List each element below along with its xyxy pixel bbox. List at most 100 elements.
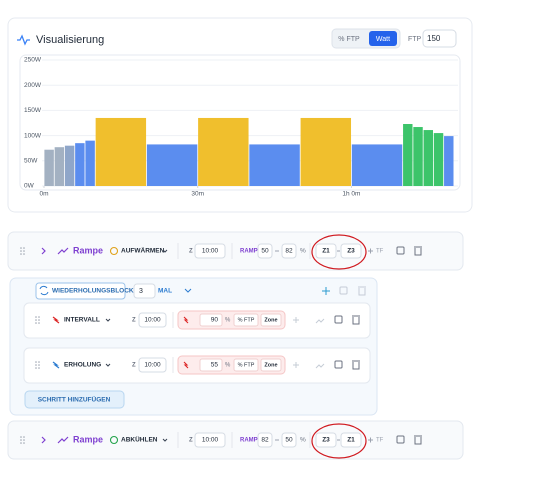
dropdown-icon[interactable]	[105, 318, 111, 322]
copy-icon[interactable]	[339, 286, 348, 295]
drag-dot	[38, 367, 40, 369]
duration-label: Z	[132, 318, 136, 324]
chart: 0W 50W 100W 150W 200W 250W 0m 30m 1h 0m	[24, 57, 458, 198]
duration-input[interactable]	[194, 432, 226, 448]
bar	[95, 117, 147, 186]
add-icon[interactable]	[293, 362, 299, 368]
bar	[198, 117, 249, 186]
power-from: 82	[261, 437, 269, 444]
repeat-count-input[interactable]	[133, 283, 156, 299]
power-input[interactable]	[199, 358, 223, 372]
ftp-input[interactable]	[422, 29, 457, 48]
add-icon[interactable]	[322, 287, 330, 295]
power-input[interactable]	[281, 243, 297, 259]
power-input[interactable]	[257, 432, 273, 448]
drag-dot	[20, 442, 22, 444]
power-input[interactable]	[281, 432, 297, 448]
zone-box[interactable]	[260, 313, 282, 327]
ramp-icon[interactable]	[315, 318, 325, 324]
power-input[interactable]	[257, 243, 273, 259]
bar	[413, 127, 423, 186]
collapse-icon[interactable]	[184, 288, 192, 293]
mode-option[interactable]: % FTP	[338, 36, 360, 43]
expand-icon[interactable]	[41, 247, 46, 255]
y-tick-label: 250W	[24, 57, 42, 64]
dropdown-icon[interactable]	[162, 249, 168, 253]
copy-icon[interactable]	[396, 246, 405, 255]
tf-label: TF	[376, 438, 384, 444]
bar	[423, 130, 434, 186]
duration: 10:00	[202, 437, 219, 444]
mode-option[interactable]: Watt	[376, 36, 390, 43]
dropdown-icon[interactable]	[105, 363, 111, 367]
add-step-button[interactable]	[24, 390, 125, 409]
power-to: 82	[285, 248, 293, 255]
power-label: RAMPE	[240, 249, 262, 255]
pulse-icon	[17, 34, 30, 46]
step-name: ABKÜHLEN	[121, 435, 158, 444]
drag-dot	[20, 247, 22, 249]
bar	[85, 140, 95, 186]
power-mode-box[interactable]	[233, 358, 259, 372]
trash-icon[interactable]	[352, 360, 360, 370]
y-tick-label: 0W	[24, 183, 35, 190]
clock-icon	[109, 435, 119, 445]
duration-label: Z	[189, 249, 193, 255]
zone-to: Z1	[347, 437, 355, 444]
x-tick-label: 0m	[39, 191, 48, 198]
drag-dot	[23, 253, 25, 255]
ramp-icon[interactable]	[315, 363, 325, 369]
ramp-icon	[57, 436, 69, 444]
power-mode-box[interactable]	[233, 313, 259, 327]
dropdown-icon[interactable]	[162, 438, 168, 442]
add-icon[interactable]	[293, 317, 299, 323]
ramp-icon	[57, 247, 69, 255]
trash-icon[interactable]	[358, 286, 366, 296]
expand-icon[interactable]	[41, 436, 46, 444]
step-name: AUFWÄRMEN	[121, 247, 165, 255]
step-icon	[52, 316, 60, 324]
annotation-circle	[311, 423, 367, 459]
power: 90	[211, 317, 219, 324]
clock-icon	[109, 246, 119, 256]
power-input[interactable]	[199, 313, 223, 327]
drag-dot	[38, 364, 40, 366]
power-to: 50	[285, 437, 293, 444]
power-from: 50	[261, 248, 269, 255]
zone-box[interactable]	[260, 358, 282, 372]
duration-input[interactable]	[138, 357, 167, 373]
ftp-label: FTP	[408, 36, 422, 43]
drag-dot	[38, 361, 40, 363]
copy-icon[interactable]	[334, 315, 343, 324]
zone-box[interactable]	[315, 432, 337, 448]
copy-icon[interactable]	[334, 360, 343, 369]
zone-from: Z3	[322, 437, 330, 444]
repeat-count-label: MAL	[158, 288, 172, 295]
annotation-circle	[311, 234, 367, 270]
zone-box[interactable]	[340, 243, 362, 259]
repeat-title-box	[35, 282, 126, 300]
duration-input[interactable]	[194, 243, 226, 259]
power: 55	[211, 362, 219, 369]
trash-icon[interactable]	[352, 315, 360, 325]
ftp-value: 150	[427, 34, 441, 43]
zone-box[interactable]	[315, 243, 337, 259]
zone: Zone	[264, 317, 277, 323]
trash-icon[interactable]	[414, 435, 422, 445]
bar	[249, 144, 300, 186]
duration-label: Z	[132, 363, 136, 369]
duration-input[interactable]	[138, 312, 167, 328]
step-card	[7, 420, 464, 460]
copy-icon[interactable]	[396, 435, 405, 444]
drag-dot	[23, 439, 25, 441]
trash-icon[interactable]	[414, 246, 422, 256]
duration: 10:00	[144, 362, 161, 369]
step-name: INTERVALL	[64, 317, 100, 324]
x-tick-label: 30m	[191, 191, 204, 198]
add-tf-icon	[368, 437, 373, 443]
zone-box[interactable]	[340, 432, 362, 448]
drag-dot	[20, 439, 22, 441]
y-tick-label: 100W	[24, 132, 42, 139]
bar	[44, 149, 54, 186]
